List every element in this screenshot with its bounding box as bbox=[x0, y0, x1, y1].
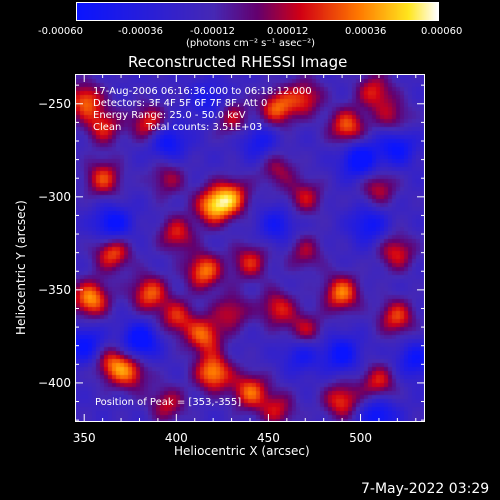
colorbar-tick-2: -0.00036 bbox=[118, 26, 163, 37]
y-tick-label: −300 bbox=[38, 190, 71, 204]
colorbar bbox=[76, 2, 439, 21]
colorbar-tick-1: -0.00060 bbox=[38, 26, 83, 37]
colorbar-gradient bbox=[77, 3, 438, 20]
chart-title: Reconstructed RHESSI Image bbox=[128, 53, 348, 71]
info-line-3: Energy Range: 25.0 - 50.0 keV bbox=[93, 110, 246, 121]
colorbar-tick-6: 0.00060 bbox=[421, 26, 463, 37]
colorbar-unit-label: (photons cm⁻² s⁻¹ asec⁻²) bbox=[186, 38, 316, 49]
y-axis-label: Heliocentric Y (arcsec) bbox=[14, 200, 28, 335]
y-tick-label: −350 bbox=[38, 283, 71, 297]
plot-area bbox=[75, 74, 425, 422]
heatmap-image bbox=[76, 75, 424, 421]
x-tick-label: 500 bbox=[349, 431, 372, 445]
colorbar-tick-3: -0.00012 bbox=[190, 26, 235, 37]
x-tick-label: 350 bbox=[73, 431, 96, 445]
timestamp: 7-May-2022 03:29 bbox=[361, 481, 490, 497]
x-tick-label: 400 bbox=[165, 431, 188, 445]
info-line-clean: Clean bbox=[93, 122, 122, 133]
info-line-1: 17-Aug-2006 06:16:36.000 to 06:18:12.000 bbox=[93, 86, 312, 97]
y-tick-label: −400 bbox=[38, 376, 71, 390]
x-tick-label: 450 bbox=[257, 431, 280, 445]
peak-position-label: Position of Peak = [353,-355] bbox=[95, 397, 242, 408]
info-line-2: Detectors: 3F 4F 5F 6F 7F 8F, Att 0 bbox=[93, 98, 268, 109]
colorbar-tick-5: 0.00036 bbox=[345, 26, 387, 37]
info-line-counts: Total counts: 3.51E+03 bbox=[146, 122, 263, 133]
colorbar-tick-4: 0.00012 bbox=[267, 26, 309, 37]
y-tick-label: −250 bbox=[38, 97, 71, 111]
x-axis-label: Heliocentric X (arcsec) bbox=[174, 444, 310, 458]
